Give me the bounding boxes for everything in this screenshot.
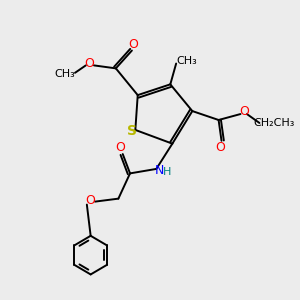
Text: S: S xyxy=(128,124,137,138)
Text: O: O xyxy=(239,105,249,118)
Text: CH₂CH₃: CH₂CH₃ xyxy=(253,118,295,128)
Text: O: O xyxy=(115,141,125,154)
Text: CH₃: CH₃ xyxy=(54,69,75,79)
Text: O: O xyxy=(215,141,225,154)
Text: N: N xyxy=(154,164,164,177)
Text: H: H xyxy=(163,167,172,178)
Text: O: O xyxy=(85,194,95,207)
Text: O: O xyxy=(84,57,94,70)
Text: CH₃: CH₃ xyxy=(176,56,197,66)
Text: O: O xyxy=(128,38,138,51)
